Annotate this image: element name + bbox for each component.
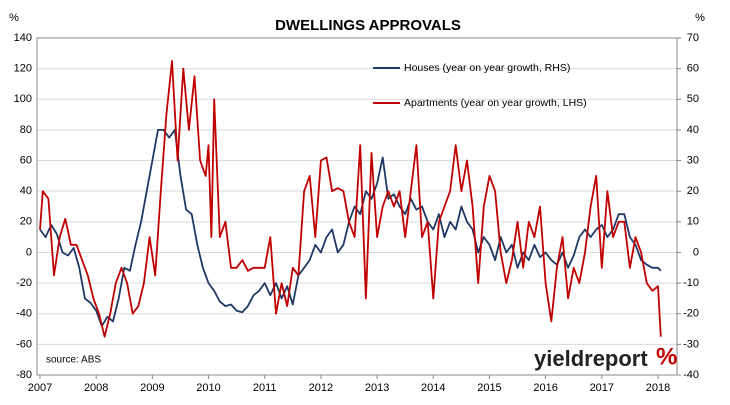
y2-unit: % — [695, 12, 705, 24]
legend-label: Houses (year on year growth, RHS) — [404, 62, 570, 74]
y-tick-label: 100 — [14, 93, 32, 105]
x-tick-label: 2007 — [28, 382, 52, 394]
y-unit: % — [9, 12, 19, 24]
y2-tick-label: 10 — [687, 216, 699, 228]
y2-tick-label: -40 — [683, 369, 699, 381]
y-tick-label: 140 — [14, 32, 32, 44]
series-line — [39, 129, 662, 327]
y2-tick-label: 60 — [687, 63, 699, 75]
plot-frame — [36, 37, 678, 376]
y-tick-label: -40 — [16, 308, 32, 320]
y2-tick-label: -10 — [683, 277, 699, 289]
x-tick-label: 2011 — [253, 382, 277, 394]
x-tick-label: 2016 — [533, 382, 557, 394]
x-tick-label: 2009 — [140, 382, 164, 394]
x-tick-label: 2014 — [421, 382, 445, 394]
x-tick-label: 2012 — [309, 382, 333, 394]
x-tick-label: 2010 — [196, 382, 220, 394]
logo-text: yieldreport — [534, 346, 648, 371]
y2-tick-label: 0 — [693, 246, 699, 258]
y-tick-label: 20 — [20, 216, 32, 228]
y2-tick-label: -20 — [683, 308, 699, 320]
y-tick-label: -80 — [16, 369, 32, 381]
y2-tick-label: 50 — [687, 93, 699, 105]
y-tick-label: 60 — [20, 154, 32, 166]
source-note: source: ABS — [46, 355, 101, 366]
x-tick-label: 2015 — [477, 382, 501, 394]
y-tick-label: -60 — [16, 338, 32, 350]
y-tick-label: 80 — [20, 124, 32, 136]
y-tick-label: 40 — [20, 185, 32, 197]
y2-tick-label: 40 — [687, 124, 699, 136]
series-line — [39, 60, 662, 338]
logo-symbol: % — [656, 343, 677, 370]
plot-area — [36, 37, 681, 379]
x-tick-label: 2018 — [646, 382, 670, 394]
x-tick-label: 2013 — [365, 382, 389, 394]
y2-tick-label: 20 — [687, 185, 699, 197]
legend-label: Apartments (year on year growth, LHS) — [404, 97, 587, 109]
y2-tick-label: -30 — [683, 338, 699, 350]
y2-tick-label: 70 — [687, 32, 699, 44]
y2-tick-label: 30 — [687, 154, 699, 166]
x-tick-label: 2008 — [84, 382, 108, 394]
y-tick-label: -20 — [16, 277, 32, 289]
y-tick-label: 120 — [14, 63, 32, 75]
chart-title: DWELLINGS APPROVALS — [275, 17, 461, 34]
y-tick-label: 0 — [26, 246, 32, 258]
x-tick-label: 2017 — [590, 382, 614, 394]
